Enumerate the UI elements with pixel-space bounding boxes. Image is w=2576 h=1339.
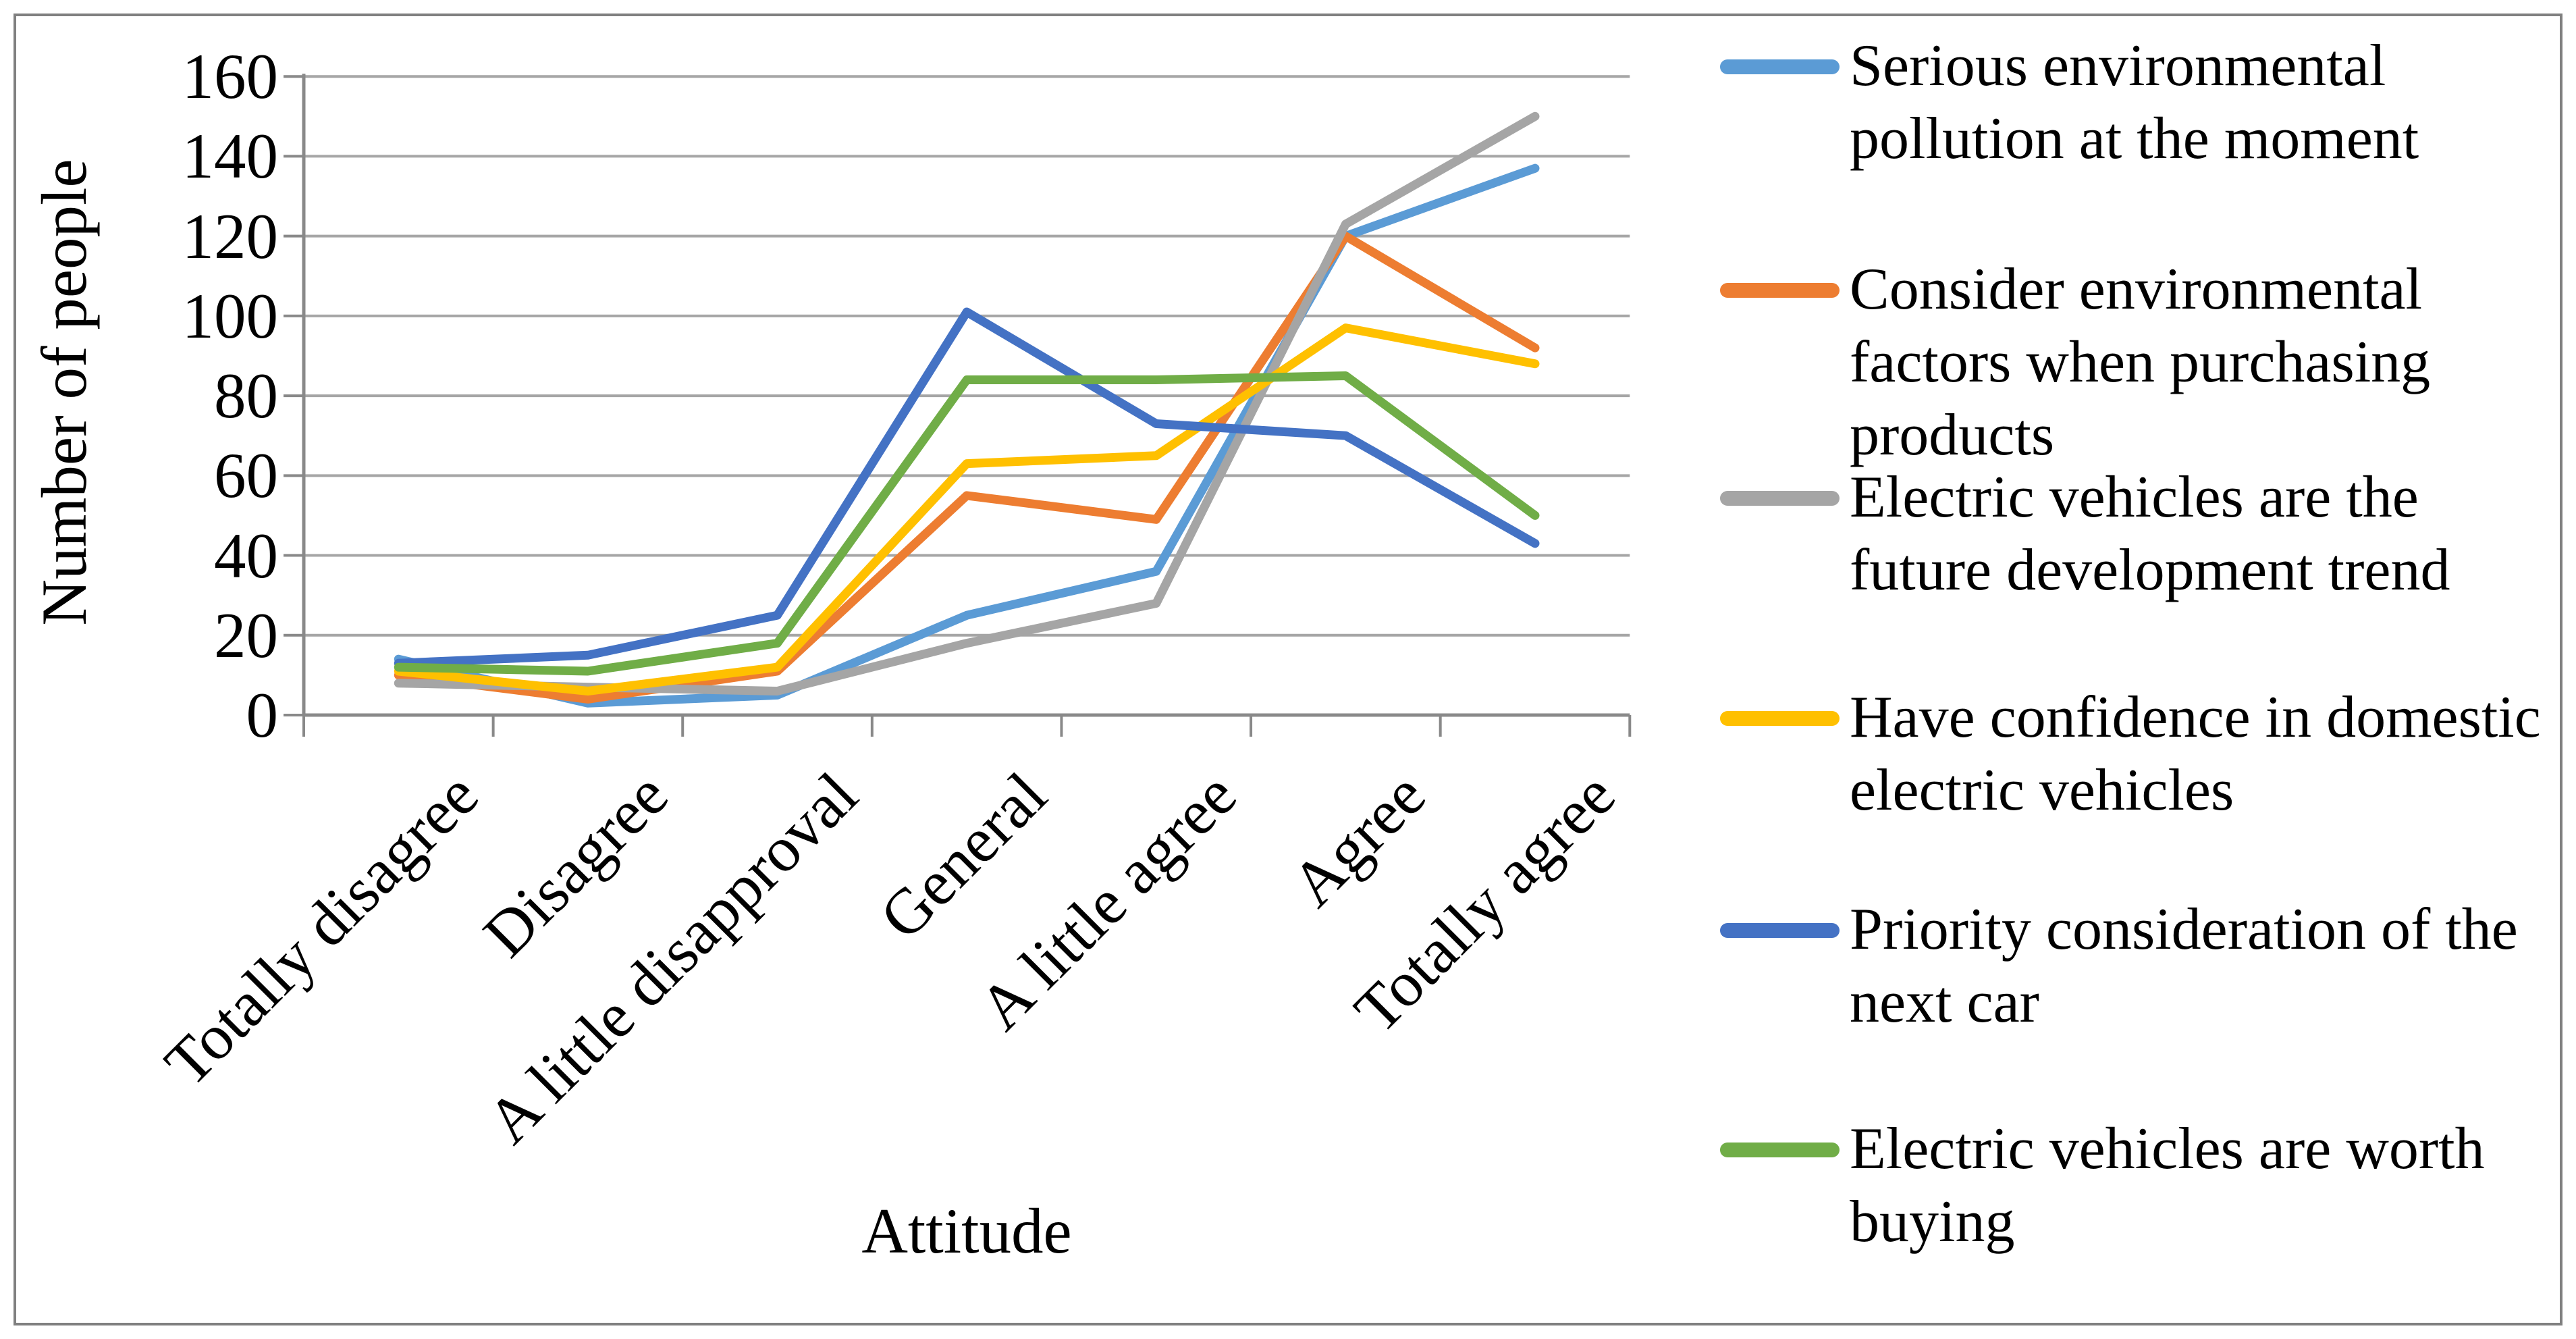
legend-label-line: Consider environmental (1850, 257, 2423, 322)
y-tick-label-0: 0 (246, 679, 279, 751)
legend-line-swatch (1720, 283, 1840, 298)
legend-line-swatch (1720, 711, 1840, 726)
legend-label-line: pollution at the moment (1850, 106, 2419, 172)
figure-border (14, 14, 2562, 1325)
legend-label-line: electric vehicles (1850, 758, 2234, 823)
y-tick-label-120: 120 (182, 200, 279, 272)
y-tick-label-160: 160 (182, 41, 279, 113)
y-tick-label-100: 100 (182, 280, 279, 352)
legend-line-swatch (1720, 1143, 1840, 1157)
legend-label-line: Have confidence in domestic (1850, 685, 2541, 750)
y-tick-label-140: 140 (182, 120, 279, 192)
series-line-3 (394, 111, 1540, 695)
legend-line-swatch (1720, 491, 1840, 506)
y-tick-label-40: 40 (214, 519, 278, 592)
legend-label-line: Electric vehicles are the (1850, 465, 2419, 530)
legend-label: Electric vehicles are worth buying (1850, 1113, 2565, 1259)
y-tick-label-60: 60 (214, 440, 278, 512)
legend-label-line: buying (1850, 1189, 2015, 1255)
legend-label-line: Priority consideration of the (1850, 897, 2518, 962)
y-tick-label-80: 80 (214, 360, 278, 432)
legend-label: Consider environmental factors when purch… (1850, 253, 2565, 472)
series-line-4 (394, 323, 1540, 695)
legend-label-line: next car (1850, 970, 2039, 1035)
legend-label: Have confidence in domestic electric vehi… (1850, 681, 2565, 827)
series-line-6 (394, 371, 1540, 676)
y-axis-title: Number of people (28, 159, 100, 626)
x-axis-title: Attitude (861, 1195, 1072, 1267)
series-line-5 (394, 307, 1540, 668)
y-tick-label-20: 20 (214, 599, 278, 671)
legend-label: Serious environmental pollution at the mo… (1850, 30, 2565, 176)
legend-label-line: Electric vehicles are worth (1850, 1116, 2485, 1182)
legend-label: Electric vehicles are the future developm… (1850, 461, 2565, 607)
legend-label-line: factors when purchasing (1850, 330, 2431, 395)
legend-label-line: products (1850, 402, 2055, 468)
legend-line-swatch (1720, 923, 1840, 938)
legend-label-line: future development trend (1850, 537, 2450, 603)
legend-line-swatch (1720, 59, 1840, 74)
legend-label: Priority consideration of the next car (1850, 893, 2565, 1039)
legend-label-line: Serious environmental (1850, 33, 2386, 99)
series-line-2 (394, 232, 1540, 704)
